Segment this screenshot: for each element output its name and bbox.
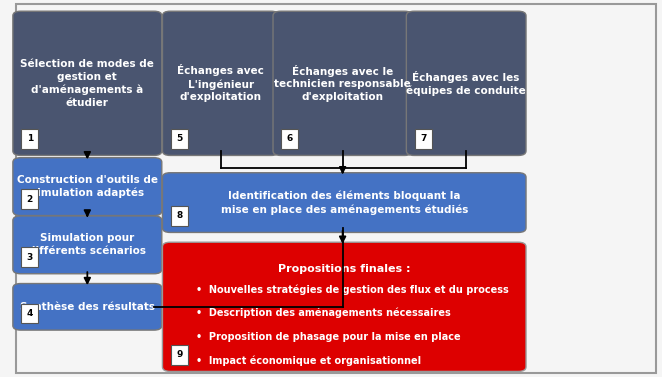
Text: •  Nouvelles stratégies de gestion des flux et du process: • Nouvelles stratégies de gestion des fl… <box>196 284 509 295</box>
Text: Identification des éléments bloquant la
mise en place des aménagements étudiés: Identification des éléments bloquant la … <box>220 191 468 215</box>
FancyBboxPatch shape <box>171 129 188 149</box>
Text: 9: 9 <box>176 350 183 359</box>
FancyBboxPatch shape <box>21 304 38 323</box>
FancyBboxPatch shape <box>281 129 299 149</box>
FancyBboxPatch shape <box>13 216 162 274</box>
Text: 2: 2 <box>26 195 33 204</box>
Text: •  Proposition de phasage pour la mise en place: • Proposition de phasage pour la mise en… <box>196 332 461 342</box>
FancyBboxPatch shape <box>406 11 526 155</box>
FancyBboxPatch shape <box>171 206 188 226</box>
FancyBboxPatch shape <box>16 4 656 373</box>
FancyBboxPatch shape <box>21 129 38 149</box>
Text: •  Description des aménagements nécessaires: • Description des aménagements nécessair… <box>196 308 451 319</box>
Text: Simulation pour
différents scénarios: Simulation pour différents scénarios <box>28 233 146 256</box>
Text: 3: 3 <box>26 253 33 262</box>
FancyBboxPatch shape <box>162 173 526 233</box>
FancyBboxPatch shape <box>13 284 162 330</box>
Text: Échanges avec le
technicien responsable
d'exploitation: Échanges avec le technicien responsable … <box>274 64 411 102</box>
FancyBboxPatch shape <box>13 11 162 155</box>
FancyBboxPatch shape <box>162 242 526 371</box>
FancyBboxPatch shape <box>162 11 279 155</box>
Text: 5: 5 <box>176 135 183 143</box>
FancyBboxPatch shape <box>273 11 412 155</box>
FancyBboxPatch shape <box>415 129 432 149</box>
Text: 7: 7 <box>420 135 426 143</box>
FancyBboxPatch shape <box>171 345 188 365</box>
Text: 1: 1 <box>26 135 33 143</box>
Text: Échanges avec
L'ingénieur
d'exploitation: Échanges avec L'ingénieur d'exploitation <box>177 64 264 103</box>
FancyBboxPatch shape <box>13 158 162 216</box>
Text: 4: 4 <box>26 309 33 318</box>
Text: 6: 6 <box>287 135 293 143</box>
Text: Construction d'outils de
simulation adaptés: Construction d'outils de simulation adap… <box>17 175 158 198</box>
FancyBboxPatch shape <box>21 189 38 209</box>
Text: •  Impact économique et organisationnel: • Impact économique et organisationnel <box>196 355 422 366</box>
Text: Propositions finales :: Propositions finales : <box>278 264 410 274</box>
Text: 8: 8 <box>176 211 183 221</box>
Text: Sélection de modes de
gestion et
d'aménagements à
étudier: Sélection de modes de gestion et d'aména… <box>21 59 154 108</box>
Text: Synthèse des résultats: Synthèse des résultats <box>20 302 155 312</box>
FancyBboxPatch shape <box>21 247 38 267</box>
Text: Échanges avec les
équipes de conduite: Échanges avec les équipes de conduite <box>406 70 526 96</box>
